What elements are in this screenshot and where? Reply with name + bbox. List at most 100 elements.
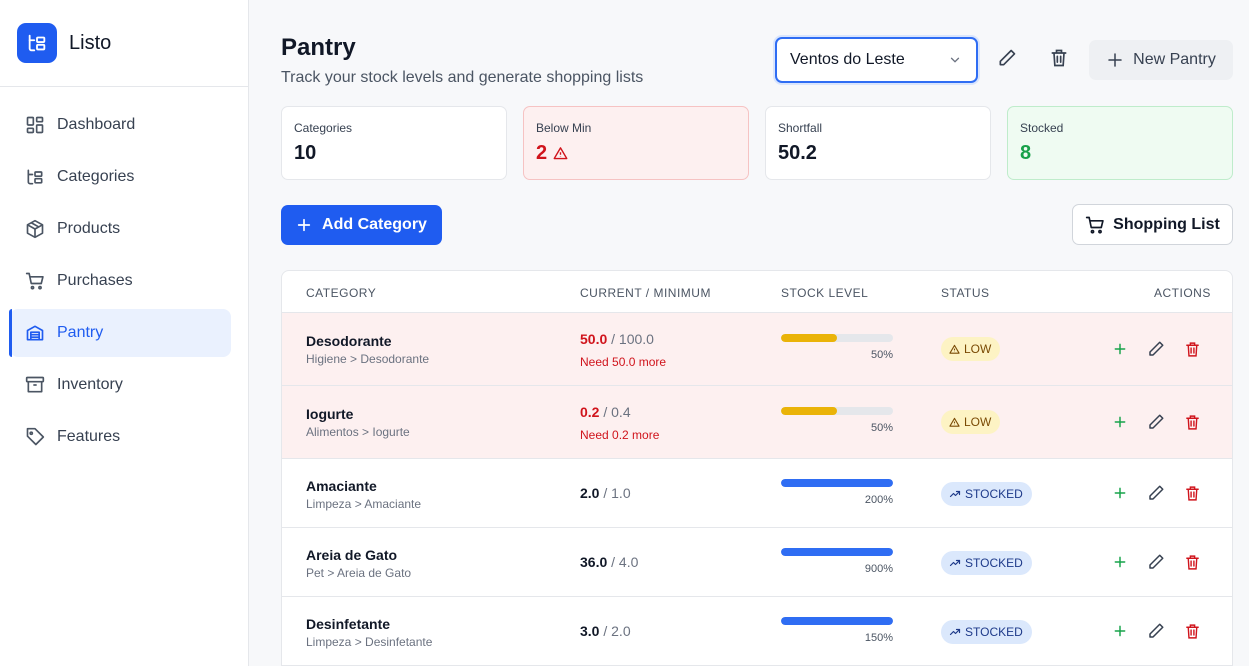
current-minimum: 50.0 / 100.0	[580, 331, 654, 347]
pencil-icon	[1147, 484, 1165, 502]
trash-icon	[1184, 485, 1201, 502]
stock-level-percent: 50%	[870, 349, 893, 361]
table-row: Iogurte Alimentos > Iogurte 0.2 / 0.4 Need …	[282, 386, 1232, 459]
category-name: Areia de Gato	[306, 547, 398, 563]
trending-up-icon	[949, 557, 965, 569]
delete-pantry-button[interactable]	[1043, 44, 1075, 76]
trash-icon	[1049, 48, 1069, 73]
sidebar-item-products[interactable]: Products	[10, 205, 231, 253]
status-badge: STOCKED	[941, 551, 1032, 575]
stat-shortfall: Shortfall 50.2	[765, 106, 991, 180]
stat-label: Below Min	[536, 121, 592, 135]
cart-icon	[25, 271, 45, 291]
plus-icon	[1112, 485, 1128, 501]
new-pantry-label: New Pantry	[1133, 51, 1216, 68]
add-category-label: Add Category	[322, 216, 427, 233]
categories-icon	[25, 167, 45, 187]
pantry-icon	[25, 323, 45, 343]
minimum-value: / 100.0	[611, 331, 654, 347]
current-value: 3.0	[580, 623, 600, 639]
increment-button[interactable]	[1110, 339, 1130, 359]
plus-icon	[297, 218, 311, 232]
stock-level-fill	[781, 548, 893, 556]
sidebar-item-pantry[interactable]: Pantry	[9, 309, 231, 357]
main-content: Pantry Track your stock levels and gener…	[249, 0, 1249, 666]
edit-category-button[interactable]	[1146, 621, 1166, 641]
current-minimum: 0.2 / 0.4	[580, 404, 631, 420]
stock-level-bar	[781, 479, 893, 487]
category-name: Desinfetante	[306, 616, 391, 632]
minimum-value: / 4.0	[611, 554, 639, 570]
sidebar-item-label: Categories	[57, 168, 135, 185]
column-header-status: STATUS	[941, 286, 990, 300]
stock-level-percent: 200%	[864, 494, 893, 506]
table-row: Amaciante Limpeza > Amaciante 2.0 / 1.0 200…	[282, 459, 1232, 528]
increment-button[interactable]	[1110, 621, 1130, 641]
tag-icon	[25, 427, 45, 447]
pantry-select-value: Ventos do Leste	[790, 51, 905, 68]
delete-category-button[interactable]	[1182, 483, 1202, 503]
increment-button[interactable]	[1110, 483, 1130, 503]
edit-category-button[interactable]	[1146, 483, 1166, 503]
new-pantry-button[interactable]: New Pantry	[1089, 40, 1233, 80]
pencil-icon	[997, 48, 1017, 73]
stock-level-percent: 50%	[870, 422, 893, 434]
stat-label: Shortfall	[778, 121, 823, 135]
pencil-icon	[1147, 553, 1165, 571]
pantry-select[interactable]: Ventos do Leste	[775, 37, 978, 83]
increment-button[interactable]	[1110, 412, 1130, 432]
trash-icon	[1184, 414, 1201, 431]
cart-icon	[1086, 216, 1104, 234]
warning-icon	[553, 146, 568, 161]
sidebar-item-dashboard[interactable]: Dashboard	[10, 101, 231, 149]
sidebar-item-categories[interactable]: Categories	[10, 153, 231, 201]
pencil-icon	[1147, 622, 1165, 640]
edit-pantry-button[interactable]	[991, 44, 1023, 76]
current-value: 50.0	[580, 331, 608, 347]
trash-icon	[1184, 623, 1201, 640]
increment-button[interactable]	[1110, 552, 1130, 572]
table-header: CATEGORY CURRENT / MINIMUM STOCK LEVEL S…	[282, 271, 1232, 313]
status-badge: LOW	[941, 337, 1001, 361]
stock-level-fill	[781, 334, 837, 342]
sidebar-item-label: Inventory	[57, 376, 123, 393]
trending-up-icon	[949, 626, 965, 638]
minimum-value: / 1.0	[603, 485, 631, 501]
edit-category-button[interactable]	[1146, 552, 1166, 572]
delete-category-button[interactable]	[1182, 621, 1202, 641]
page-title: Pantry	[281, 34, 356, 61]
logo-icon	[17, 23, 57, 63]
category-name: Desodorante	[306, 333, 392, 349]
edit-category-button[interactable]	[1146, 412, 1166, 432]
status-badge: LOW	[941, 410, 1001, 434]
sidebar-item-features[interactable]: Features	[10, 413, 231, 461]
pencil-icon	[1147, 413, 1165, 431]
current-minimum: 3.0 / 2.0	[580, 623, 631, 639]
sidebar-item-inventory[interactable]: Inventory	[10, 361, 231, 409]
need-more-text: Need 0.2 more	[580, 428, 660, 442]
sidebar-item-purchases[interactable]: Purchases	[10, 257, 231, 305]
sidebar-item-label: Dashboard	[57, 116, 136, 133]
delete-category-button[interactable]	[1182, 412, 1202, 432]
current-value: 0.2	[580, 404, 600, 420]
table-row: Desinfetante Limpeza > Desinfetante 3.0 / …	[282, 597, 1232, 666]
archive-icon	[25, 375, 45, 395]
category-path: Pet > Areia de Gato	[306, 566, 412, 580]
delete-category-button[interactable]	[1182, 552, 1202, 572]
sidebar: Listo Dashboard Categories Products Purc…	[0, 0, 249, 666]
category-path: Alimentos > Iogurte	[306, 425, 410, 439]
delete-category-button[interactable]	[1182, 339, 1202, 359]
shopping-list-button[interactable]: Shopping List	[1072, 204, 1233, 245]
edit-category-button[interactable]	[1146, 339, 1166, 359]
pantry-table: CATEGORY CURRENT / MINIMUM STOCK LEVEL S…	[281, 270, 1233, 666]
current-minimum: 2.0 / 1.0	[580, 485, 631, 501]
page-subtitle: Track your stock levels and generate sho…	[281, 69, 644, 86]
status-label: STOCKED	[965, 556, 1023, 570]
current-value: 2.0	[580, 485, 600, 501]
stock-level-bar	[781, 407, 893, 415]
stat-stocked: Stocked 8	[1007, 106, 1233, 180]
stat-value: 2	[536, 142, 548, 164]
stat-label: Stocked	[1020, 121, 1064, 135]
add-category-button[interactable]: Add Category	[281, 205, 442, 245]
stock-level-fill	[781, 479, 893, 487]
